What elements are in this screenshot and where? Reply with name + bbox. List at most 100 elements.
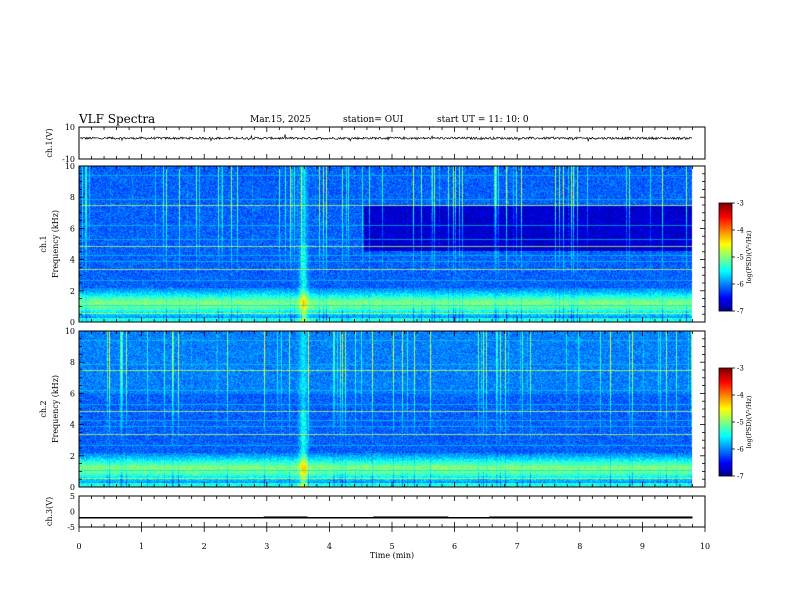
colorbar-slice	[719, 416, 732, 418]
colorbar-slice	[719, 430, 732, 432]
ch1-spectrogram-image	[79, 166, 705, 322]
colorbar-slice	[719, 228, 732, 230]
colorbar-slice	[719, 468, 732, 470]
xaxis-tick-label: 10	[700, 542, 710, 551]
colorbar-slice	[719, 383, 732, 385]
spec1-ticks	[78, 166, 706, 322]
colorbar-slice	[719, 463, 732, 465]
colorbar-slice	[719, 264, 732, 266]
colorbar-slice	[719, 453, 732, 455]
colorbar-slice	[719, 278, 732, 280]
spec2-yticks	[79, 330, 705, 488]
xaxis-tick-label: 7	[515, 542, 520, 551]
colorbar-tick-label: -6	[737, 446, 744, 454]
colorbar-slice	[719, 393, 732, 395]
colorbar-slice	[719, 429, 732, 431]
colorbar-slice	[719, 294, 732, 296]
colorbar-slice	[719, 226, 732, 228]
colorbar-slice	[719, 404, 732, 406]
colorbar-slice	[719, 379, 732, 381]
colorbar-slice	[719, 222, 732, 224]
colorbar-slice	[719, 259, 732, 261]
colorbar-slice	[719, 389, 732, 391]
colorbar-slice	[719, 405, 732, 407]
colorbar-slice	[719, 209, 732, 211]
colorbar-slice	[719, 447, 732, 449]
spec-ylabel-frequency: Frequency (kHz)	[51, 210, 60, 278]
colorbar-slice	[719, 214, 732, 216]
colorbar-slice	[719, 271, 732, 273]
colorbar-slice	[719, 265, 732, 267]
colorbar-slice	[719, 263, 732, 265]
spec-ytick-label: 6	[70, 224, 75, 233]
colorbar-label: log(PSD)(V²/Hz)	[745, 395, 753, 448]
colorbar-slice	[719, 210, 732, 212]
colorbar-slice	[719, 268, 732, 270]
figure-title: VLF Spectra	[79, 112, 156, 126]
spec-ylabel-frequency: Frequency (kHz)	[51, 375, 60, 443]
colorbar-slice	[719, 223, 732, 225]
spec-ytick-label: 2	[70, 287, 75, 296]
colorbar-slice	[719, 395, 732, 397]
spectrogram-canvas	[79, 331, 705, 487]
colorbar-slice	[719, 252, 732, 254]
colorbar-slice	[719, 428, 732, 430]
colorbar-slice	[719, 403, 732, 405]
colorbar-slice	[719, 439, 732, 441]
colorbar-slice	[719, 398, 732, 400]
colorbar-slice	[719, 470, 732, 472]
colorbar-slice	[719, 433, 732, 435]
ch3-high-segment	[263, 516, 308, 519]
colorbar-slice	[719, 275, 732, 277]
colorbar-slice	[719, 421, 732, 423]
colorbar-slice	[719, 206, 732, 208]
colorbar-slice	[719, 424, 732, 426]
ch1-ticks	[78, 127, 706, 159]
colorbar-slice	[719, 396, 732, 398]
colorbar-slice	[719, 232, 732, 234]
colorbar-slice	[719, 371, 732, 373]
colorbar-slice	[719, 299, 732, 301]
colorbar-slice	[719, 296, 732, 298]
colorbar-slice	[719, 287, 732, 289]
xaxis-tick-label: 1	[139, 542, 144, 551]
colorbar-slice	[719, 262, 732, 264]
colorbar-slice	[719, 448, 732, 450]
colorbar-slice	[719, 388, 732, 390]
colorbar-slice	[719, 474, 732, 476]
colorbar-slice	[719, 457, 732, 459]
colorbar-slice	[719, 454, 732, 456]
colorbar-slice	[719, 449, 732, 451]
colorbar-slice	[719, 378, 732, 380]
colorbar-slice	[719, 253, 732, 255]
colorbar-slice	[719, 251, 732, 253]
colorbar-slice	[719, 221, 732, 223]
colorbar-slice	[719, 277, 732, 279]
colorbar-slice	[719, 243, 732, 245]
colorbar-slice	[719, 306, 732, 308]
colorbar-slice	[719, 437, 732, 439]
colorbar-slice	[719, 242, 732, 244]
spec-ytick-label: 4	[70, 421, 75, 430]
colorbar-slice	[719, 207, 732, 209]
ch1-waveform	[80, 134, 693, 142]
colorbar-slice	[719, 227, 732, 229]
colorbar-slice	[719, 282, 732, 284]
colorbar-slice	[719, 473, 732, 475]
colorbar-slice	[719, 375, 732, 377]
ch3-ylabel: ch.3(V)	[45, 497, 54, 526]
colorbar-slice	[719, 401, 732, 403]
colorbar-slice	[719, 249, 732, 251]
colorbar-slice	[719, 250, 732, 252]
colorbar-slice	[719, 440, 732, 442]
colorbar-slice	[719, 289, 732, 291]
ch1-ytick-label: 10	[65, 123, 75, 132]
colorbar-slice	[719, 415, 732, 417]
colorbar-tick-label: -3	[737, 365, 744, 373]
spec-ylabel-channel: ch.1	[39, 235, 48, 252]
colorbar-slice	[719, 390, 732, 392]
colorbar-tick-label: -6	[737, 281, 744, 289]
colorbar-slice	[719, 234, 732, 236]
colorbar-slice	[719, 427, 732, 429]
colorbar-slice	[719, 286, 732, 288]
